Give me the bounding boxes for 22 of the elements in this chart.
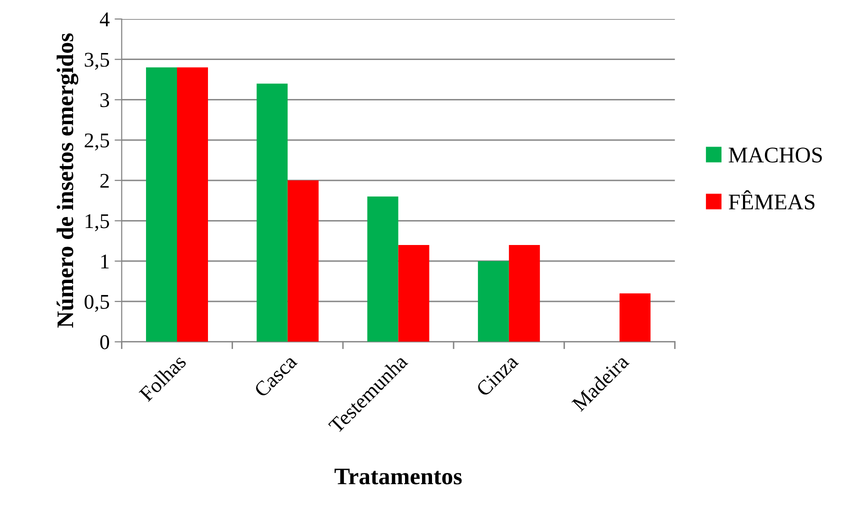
bar [478, 261, 509, 342]
y-tick-label: 4 [100, 12, 110, 26]
bar [508, 244, 540, 342]
y-tick-label: 3,5 [84, 52, 110, 70]
bar [288, 180, 319, 342]
y-tick-label: 0,5 [84, 294, 110, 312]
y-tick-label: 0 [100, 335, 110, 350]
bar [177, 67, 208, 342]
y-tick-label: 3 [100, 93, 110, 108]
y-tick-label: 1,5 [86, 214, 110, 232]
bar [620, 293, 651, 342]
bar [398, 244, 430, 342]
y-axis-title: Número de insetos emergidos [56, 33, 78, 328]
y-tick-label: 1 [101, 254, 109, 268]
legend-label: FÊMEAS [728, 190, 814, 210]
x-axis-title: Tratamentos [334, 468, 462, 484]
y-tick-label: 2,5 [84, 134, 110, 150]
bar [146, 67, 177, 342]
legend-label: MACHOS [728, 148, 822, 163]
bar [256, 84, 288, 342]
y-tick-label: 2 [100, 174, 109, 188]
bar [367, 196, 398, 342]
